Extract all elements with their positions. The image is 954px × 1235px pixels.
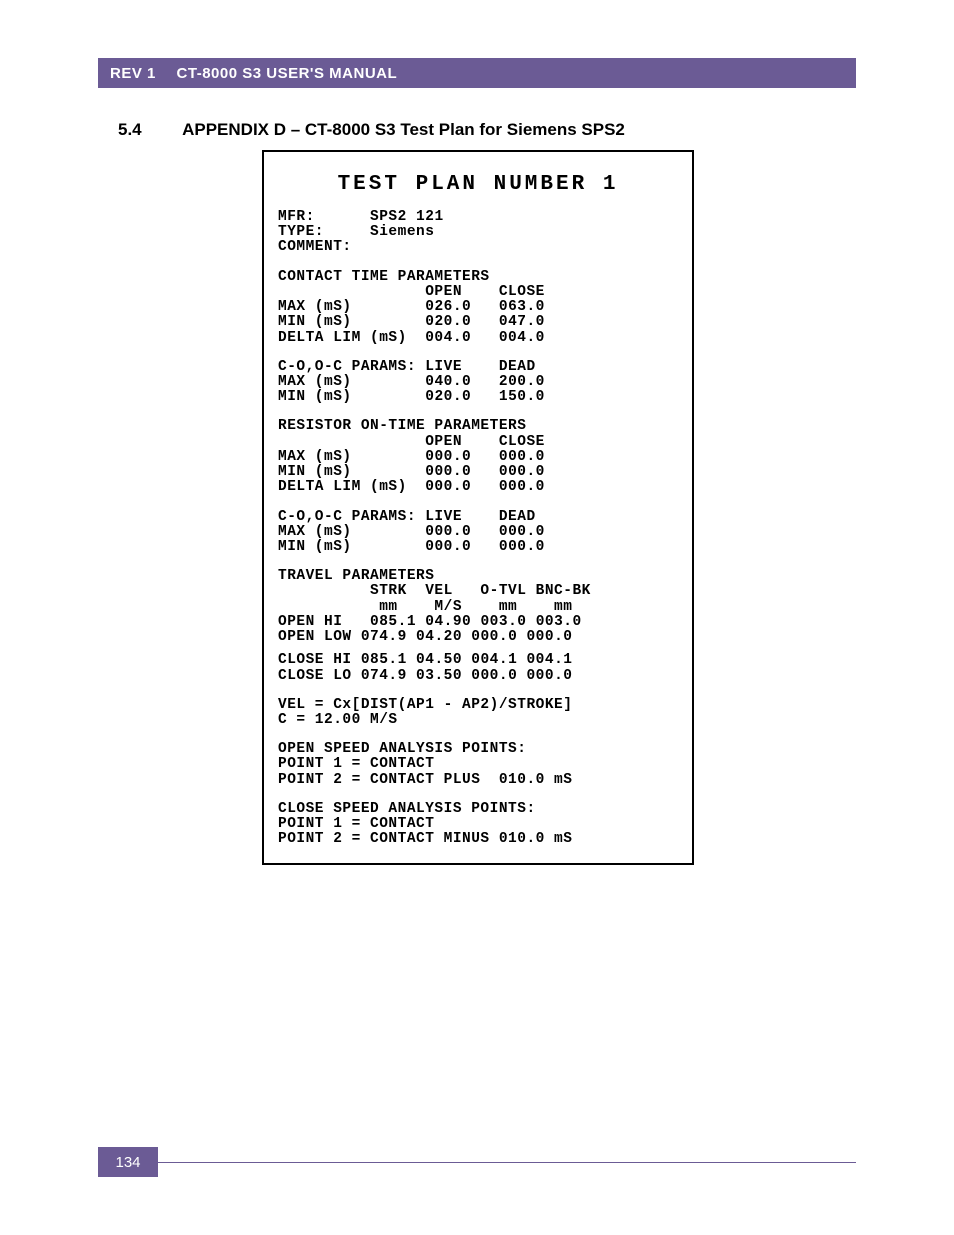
contact-row-max: MAX (mS) 026.0 063.0	[278, 300, 678, 315]
coc1-row-max: MAX (mS) 040.0 200.0	[278, 375, 678, 390]
travel-close-lo: CLOSE LO 074.9 03.50 000.0 000.0	[278, 669, 678, 684]
coc2-row-max: MAX (mS) 000.0 000.0	[278, 525, 678, 540]
open-speed-p1: POINT 1 = CONTACT	[278, 757, 678, 772]
vel-formula-2: C = 12.00 M/S	[278, 713, 678, 728]
info-mfr: MFR: SPS2 121	[278, 210, 678, 225]
resistor-cols: OPEN CLOSE	[278, 435, 678, 450]
resistor-row-max: MAX (mS) 000.0 000.0	[278, 450, 678, 465]
close-speed-p2: POINT 2 = CONTACT MINUS 010.0 mS	[278, 832, 678, 847]
travel-open-low: OPEN LOW 074.9 04.20 000.0 000.0	[278, 630, 678, 645]
header-sep	[164, 65, 169, 82]
travel-cols2: mm M/S mm mm	[278, 600, 678, 615]
contact-row-min: MIN (mS) 020.0 047.0	[278, 315, 678, 330]
contact-row-delta: DELTA LIM (mS) 004.0 004.0	[278, 331, 678, 346]
resistor-heading: RESISTOR ON-TIME PARAMETERS	[278, 419, 678, 434]
section-title-text: APPENDIX D – CT-8000 S3 Test Plan for Si…	[182, 120, 625, 139]
info-comment: COMMENT:	[278, 240, 678, 255]
coc2-heading: C-O,O-C PARAMS: LIVE DEAD	[278, 510, 678, 525]
resistor-row-min: MIN (mS) 000.0 000.0	[278, 465, 678, 480]
section-heading: 5.4 APPENDIX D – CT-8000 S3 Test Plan fo…	[118, 120, 625, 140]
resistor-row-delta: DELTA LIM (mS) 000.0 000.0	[278, 480, 678, 495]
info-type: TYPE: Siemens	[278, 225, 678, 240]
travel-cols1: STRK VEL O-TVL BNC-BK	[278, 584, 678, 599]
coc2-row-min: MIN (mS) 000.0 000.0	[278, 540, 678, 555]
close-speed-p1: POINT 1 = CONTACT	[278, 817, 678, 832]
section-number: 5.4	[118, 120, 178, 140]
page-number: 134	[98, 1147, 158, 1177]
footer-divider	[158, 1162, 856, 1163]
contact-heading: CONTACT TIME PARAMETERS	[278, 270, 678, 285]
printout-title: TEST PLAN NUMBER 1	[278, 174, 678, 196]
vel-formula-1: VEL = Cx[DIST(AP1 - AP2)/STROKE]	[278, 698, 678, 713]
travel-heading: TRAVEL PARAMETERS	[278, 569, 678, 584]
travel-close-hi: CLOSE HI 085.1 04.50 004.1 004.1	[278, 653, 678, 668]
test-plan-printout: TEST PLAN NUMBER 1 MFR: SPS2 121 TYPE: S…	[262, 150, 694, 865]
coc1-heading: C-O,O-C PARAMS: LIVE DEAD	[278, 360, 678, 375]
open-speed-heading: OPEN SPEED ANALYSIS POINTS:	[278, 742, 678, 757]
header-bar: REV 1 CT-8000 S3 USER'S MANUAL	[98, 58, 856, 88]
close-speed-heading: CLOSE SPEED ANALYSIS POINTS:	[278, 802, 678, 817]
contact-cols: OPEN CLOSE	[278, 285, 678, 300]
coc1-row-min: MIN (mS) 020.0 150.0	[278, 390, 678, 405]
header-rev: REV 1	[110, 65, 156, 82]
open-speed-p2: POINT 2 = CONTACT PLUS 010.0 mS	[278, 773, 678, 788]
header-title: CT-8000 S3 USER'S MANUAL	[177, 65, 398, 82]
travel-open-hi: OPEN HI 085.1 04.90 003.0 003.0	[278, 615, 678, 630]
